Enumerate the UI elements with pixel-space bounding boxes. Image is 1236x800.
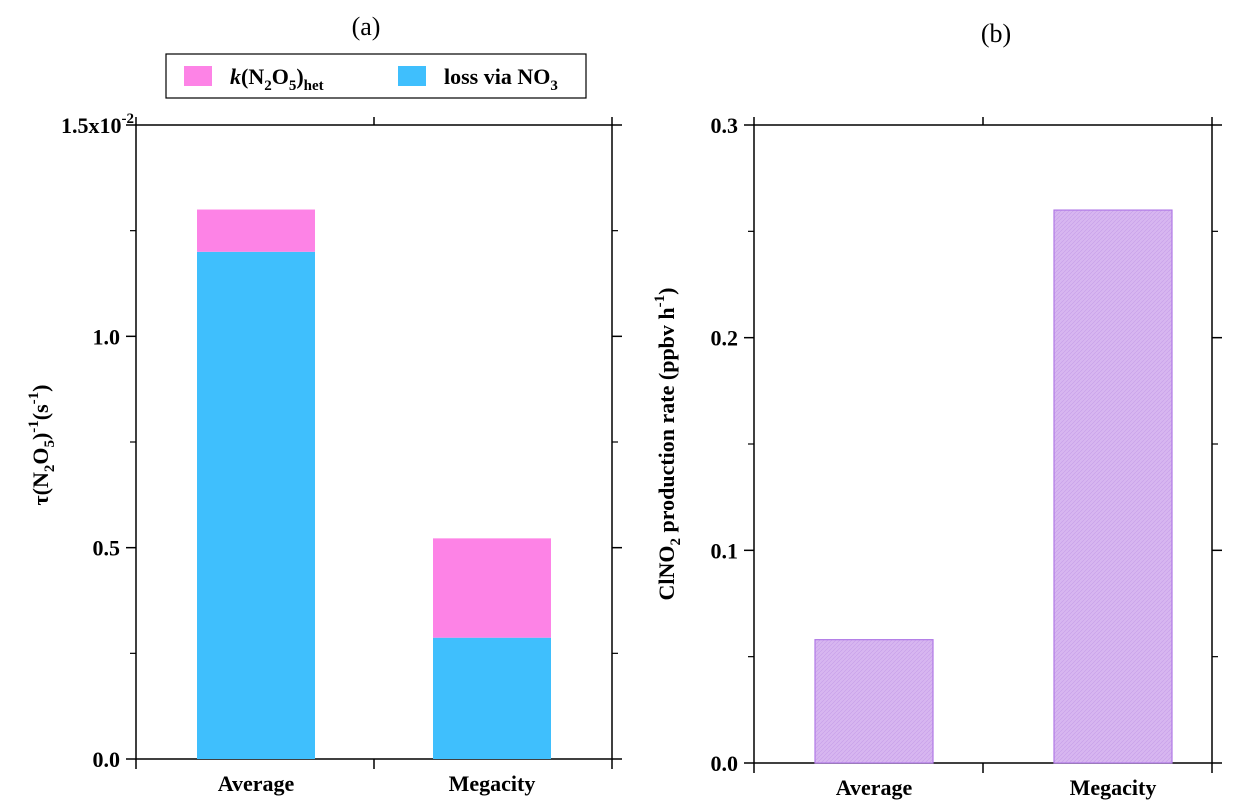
y-tick-label: 1.0: [93, 324, 121, 349]
y-tick-label: 0.5: [93, 536, 121, 561]
y-tick-label: 0.3: [711, 113, 739, 138]
y-axis-label-b: ClNO2 production rate (ppbv h-1): [652, 288, 684, 601]
x-axis-a: Average Megacity: [135, 117, 613, 796]
y-tick-exponent: -2: [122, 111, 135, 127]
legend-swatch-loss-no3: [398, 66, 426, 86]
bars-a: [197, 209, 551, 760]
legend-label-loss-no3: loss via NO3: [444, 64, 558, 94]
x-category-label-megacity: Megacity: [449, 771, 536, 796]
panel-a-title: (a): [352, 12, 381, 41]
y-tick-label: 0.2: [711, 326, 739, 351]
bar-megacity: [1053, 209, 1173, 764]
panel-b: 0.0 0.1 0.2 0.3 Average Megacity ClNO2 produ…: [652, 113, 1222, 800]
y-axis-label-a: τ(N2O5)-1(s-1): [26, 384, 58, 505]
legend-swatch-k-het: [184, 66, 212, 86]
y-tick-label: 0.0: [711, 751, 739, 776]
x-category-label-average: Average: [218, 771, 295, 796]
y-tick-label: 0.1: [711, 538, 739, 563]
x-axis-b: Average Megacity: [753, 117, 1213, 800]
y-tick-label: 0.0: [93, 747, 121, 772]
panel-a: 0.0 0.5 1.0 1.5x10-2 Average Megacity k(N2O5…: [26, 53, 622, 796]
panel-b-title: (b): [981, 19, 1011, 48]
x-category-label-average: Average: [836, 775, 913, 800]
bar-loss-via-no3-average: [197, 251, 315, 760]
legend-box: [165, 53, 587, 99]
bar-k-n2o5-het-megacity: [433, 538, 551, 638]
y-axis-b: 0.0 0.1 0.2 0.3: [711, 113, 1222, 776]
legend-label-k-het: k(N2O5)het: [230, 64, 324, 94]
bar-k-n2o5-het-average: [197, 209, 315, 252]
bar-loss-via-no3-megacity: [433, 637, 551, 759]
y-tick-label: 1.5x10-2: [61, 111, 134, 138]
legend-a: k(N2O5)het loss via NO3: [165, 53, 587, 99]
y-axis-a: 0.0 0.5 1.0 1.5x10-2: [61, 111, 622, 772]
bars-b: [814, 209, 1173, 764]
bar-average: [814, 639, 934, 764]
x-category-label-megacity: Megacity: [1070, 775, 1157, 800]
